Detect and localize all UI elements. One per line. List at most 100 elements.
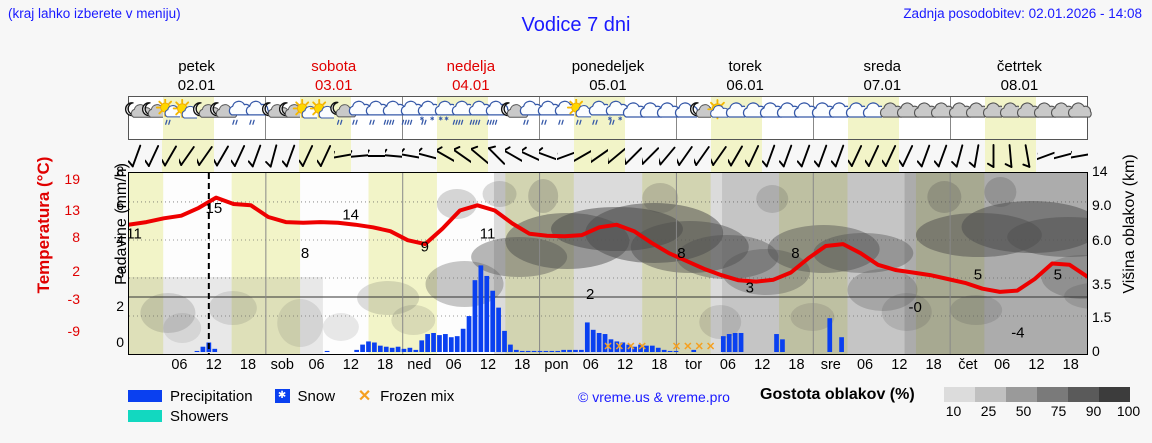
- hour-label-row: 06 12 18 sob 06 12 18 ned 06 12 18 pon 06 12 18 tor 06 12…: [128, 357, 1088, 377]
- day-header-ponedeljek: ponedeljek 05.01: [539, 57, 676, 95]
- wind-barb: [316, 140, 334, 172]
- precipitation-tick: 3: [116, 265, 124, 282]
- svg-text:8: 8: [677, 245, 685, 262]
- wind-barb: [1070, 140, 1088, 172]
- hour-label: [128, 357, 162, 377]
- icon-day-group: ✱ ✱: [537, 97, 681, 139]
- wind-barb: [488, 140, 506, 172]
- day-date: 05.01: [589, 77, 627, 94]
- frozen-mix-marker-icon: ✕: [357, 388, 372, 405]
- day-name: petek: [178, 58, 215, 75]
- cloud-density-tick: 10: [945, 403, 962, 419]
- temperature-tick: -3: [67, 291, 80, 308]
- hour-label: 06: [719, 357, 736, 373]
- wind-barb: [607, 140, 626, 172]
- legend-row-primary: Precipitation ✱ Snow ✕ Frozen mix: [128, 386, 548, 406]
- wind-barb: [830, 140, 848, 172]
- weather-icon-strip: ✱ ✱ ✱ ✱ ✱ ✱: [124, 96, 1092, 140]
- wind-barb: [402, 140, 420, 172]
- wind-barb: [470, 140, 488, 172]
- wind-barb: [128, 140, 145, 172]
- hour-label: sob: [270, 357, 294, 373]
- cloud-density-scale: [944, 387, 1130, 402]
- hour-label: 18: [1062, 357, 1079, 373]
- hour-label: pon: [544, 357, 569, 373]
- cloud-height-tick: 14: [1092, 163, 1108, 179]
- wind-barb: [985, 140, 1003, 172]
- wind-barb: [865, 140, 883, 172]
- svg-text:8: 8: [301, 245, 309, 262]
- wind-barb: [676, 140, 694, 172]
- day-date: 04.01: [452, 77, 490, 94]
- hour-label: 12: [205, 357, 222, 373]
- cloud-density-swatch: [975, 387, 1006, 402]
- wind-barb: [145, 140, 162, 172]
- precipitation-tick: 6: [116, 196, 124, 213]
- legend-label-snow: Snow: [297, 387, 336, 405]
- svg-text:✱: ✱: [617, 116, 622, 123]
- wind-barb: [162, 140, 180, 172]
- wind-barb: [693, 140, 711, 172]
- cloud-height-tick: 6.0: [1092, 231, 1112, 248]
- svg-text:11: 11: [480, 226, 496, 243]
- weather-symbol-cloud-r1-icon: [519, 97, 543, 139]
- hour-label: 18: [514, 357, 531, 373]
- wind-barb: [282, 140, 299, 172]
- hour-label: 12: [479, 357, 497, 373]
- hour-label: 06: [856, 357, 874, 373]
- last-update-text: Zadnja posodobitev: 02.01.2026 - 14:08: [903, 6, 1142, 21]
- day-date: 08.01: [1000, 77, 1039, 94]
- cloud-density-scale-labels: 10 25 50 75 90 100: [936, 403, 1146, 419]
- weather-symbol-ovc-icon: [982, 97, 1007, 139]
- svg-text:15: 15: [205, 200, 222, 217]
- svg-text:-4: -4: [1011, 325, 1024, 342]
- temperature-tick: 2: [72, 262, 80, 279]
- wind-barb: [813, 140, 831, 172]
- svg-text:8: 8: [791, 245, 799, 262]
- wind-barb: [1002, 140, 1020, 172]
- svg-text:5: 5: [1054, 267, 1062, 284]
- svg-text:✱: ✱: [607, 116, 612, 123]
- wind-barb: [933, 140, 951, 172]
- day-date: 03.01: [314, 77, 353, 94]
- svg-text:✕: ✕: [683, 341, 692, 353]
- hour-label: 18: [239, 357, 257, 373]
- hour-label: 12: [617, 357, 634, 373]
- symbol-glyph: [1062, 99, 1096, 133]
- cloud-density-tick: 25: [980, 403, 997, 419]
- symbol-glyph: [566, 98, 600, 133]
- wind-barb: [385, 140, 403, 172]
- day-header-sobota: sobota 03.01: [265, 57, 402, 95]
- svg-text:11: 11: [129, 226, 142, 243]
- temperature-tick: 19: [64, 171, 80, 188]
- day-date: 07.01: [863, 77, 902, 94]
- wind-barb: [710, 140, 728, 172]
- wind-barb: [796, 140, 813, 172]
- svg-text:2: 2: [586, 286, 594, 303]
- wind-barb: [556, 140, 574, 172]
- cloud-density-swatch: [1068, 387, 1099, 402]
- temperature-axis-title: Temperatura (°C): [34, 156, 53, 294]
- wind-barb: [350, 140, 368, 172]
- svg-text:✕: ✕: [603, 341, 612, 353]
- showers-swatch-icon: [128, 410, 162, 422]
- wind-barb: [847, 140, 866, 172]
- wind-barb: [968, 140, 985, 172]
- wind-barb: [590, 140, 608, 172]
- temperature-tick: 8: [72, 228, 80, 245]
- day-header-četrtek: četrtek 08.01: [951, 57, 1088, 95]
- precipitation-tick: 8: [116, 163, 124, 179]
- hour-label: 18: [377, 357, 394, 373]
- hour-label: 12: [754, 357, 771, 373]
- cloud-density-tick: 90: [1085, 403, 1102, 419]
- hour-label: ned: [407, 357, 432, 373]
- svg-text:✕: ✕: [706, 341, 715, 353]
- forecast-plot: ✕✕✕✕✕✕✕✕11158149112838-05-45: [128, 172, 1088, 355]
- svg-text:✕: ✕: [695, 341, 704, 353]
- svg-text:✱: ✱: [438, 116, 443, 123]
- cloud-density-tick: 50: [1015, 403, 1032, 419]
- page-title: Vodice 7 dni: [521, 14, 631, 36]
- temperature-tick: -9: [67, 323, 80, 340]
- cloud-height-tick: 0: [1092, 343, 1100, 360]
- day-name: četrtek: [996, 58, 1042, 75]
